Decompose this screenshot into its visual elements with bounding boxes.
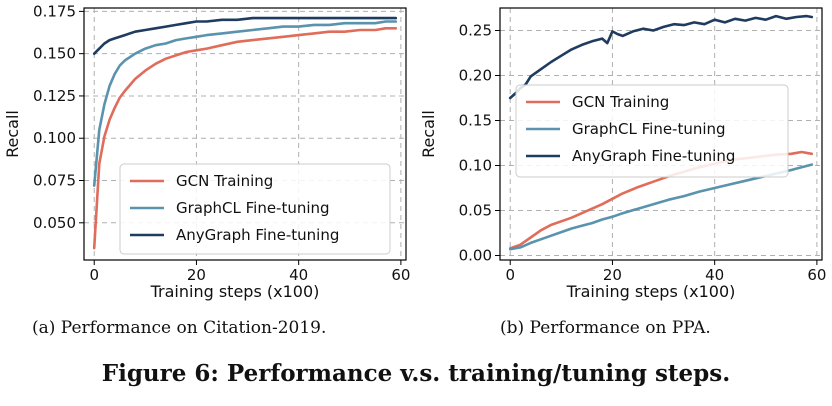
b-legend-box [515, 84, 789, 178]
figure-title: Figure 6: Performance v.s. training/tuni… [101, 360, 731, 387]
b-x-axis-label: Training steps (x100) [566, 282, 736, 301]
a-legend: GCN Training GraphCL Fine-tuning AnyGraph … [119, 163, 391, 255]
a-ytick-label-2: 0.100 [33, 129, 76, 147]
a-legend-label-2: AnyGraph Fine-tuning [176, 226, 339, 244]
b-ytick-label-1: 0.05 [459, 202, 492, 220]
a-ytick-label-4: 0.150 [33, 45, 76, 63]
caption-b: (b) Performance on PPA. [500, 318, 711, 338]
a-series-line-1 [92, 20, 398, 187]
a-legend-label-0: GCN Training [176, 172, 273, 190]
b-xtick-label-2: 40 [705, 266, 724, 284]
a-series-line-2 [92, 16, 398, 56]
a-xtick-label-1: 20 [187, 266, 206, 284]
a-xtick-label-3: 60 [391, 266, 410, 284]
a-series-line-0 [92, 26, 398, 250]
a-legend-label-1: GraphCL Fine-tuning [176, 199, 330, 217]
a-plot-frame [83, 7, 407, 261]
b-ytick-label-3: 0.15 [459, 112, 492, 130]
b-legend-label-1: GraphCL Fine-tuning [572, 120, 726, 138]
b-ytick-label-5: 0.25 [459, 22, 492, 40]
b-xtick-label-1: 20 [603, 266, 622, 284]
b-ytick-label-4: 0.20 [459, 67, 492, 85]
a-legend-box [119, 163, 391, 255]
b-legend-label-0: GCN Training [572, 93, 669, 111]
b-ytick-label-2: 0.10 [459, 157, 492, 175]
b-xtick-label-3: 60 [807, 266, 826, 284]
a-ytick-label-0: 0.050 [33, 214, 76, 232]
b-ytick-label-0: 0.00 [459, 247, 492, 265]
a-ytick-label-5: 0.175 [33, 2, 76, 20]
a-ytick-label-1: 0.075 [33, 172, 76, 190]
b-plot-frame [499, 7, 823, 261]
b-series-line-2 [508, 14, 814, 100]
a-ytick-label-3: 0.125 [33, 87, 76, 105]
caption-a: (a) Performance on Citation-2019. [32, 318, 327, 338]
a-xtick-label-0: 0 [89, 266, 99, 284]
b-y-axis-label: Recall [419, 110, 438, 158]
chart-citation-2019: 0 20 40 60 0.050 0.075 0.100 0.125 0.150 0.175 Tra… [3, 2, 410, 301]
b-legend: GCN Training GraphCL Fine-tuning AnyGraph … [515, 84, 789, 178]
b-xtick-label-0: 0 [505, 266, 515, 284]
chart-ppa: 0 20 40 60 0.00 0.05 0.10 0.15 0.20 0.25 Training … [419, 7, 826, 301]
a-x-axis-label: Training steps (x100) [150, 282, 320, 301]
a-xtick-label-2: 40 [289, 266, 308, 284]
b-legend-label-2: AnyGraph Fine-tuning [572, 147, 735, 165]
a-y-axis-label: Recall [3, 110, 22, 158]
